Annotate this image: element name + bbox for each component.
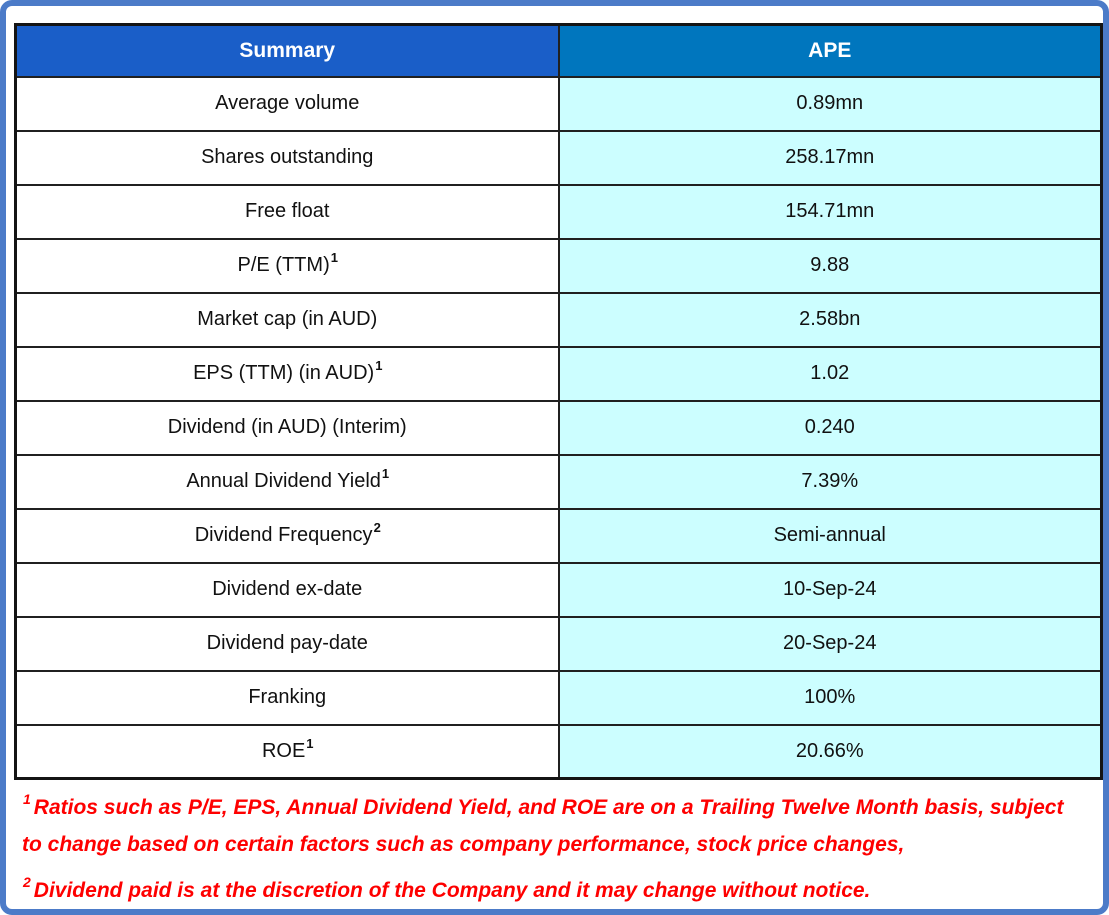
table-row: EPS (TTM) (in AUD)1 1.02 — [14, 345, 1103, 402]
row-value-cell: 1.02 — [557, 345, 1103, 402]
row-label-cell: EPS (TTM) (in AUD)1 — [14, 345, 560, 402]
row-value-cell: 2.58bn — [557, 291, 1103, 348]
row-value-cell: 7.39% — [557, 453, 1103, 510]
table-row: P/E (TTM)1 9.88 — [14, 237, 1103, 294]
footnotes: 1 Ratios such as P/E, EPS, Annual Dividen… — [14, 780, 1099, 904]
footnote-text: Ratios such as P/E, EPS, Annual Dividend… — [22, 796, 1064, 856]
table-row: Shares outstanding 258.17mn — [14, 129, 1103, 186]
row-value-cell: 9.88 — [557, 237, 1103, 294]
footnote: 1 Ratios such as P/E, EPS, Annual Dividen… — [22, 790, 1087, 864]
summary-table-body: Average volume 0.89mn Shares outstanding… — [14, 75, 1103, 780]
table-row: ROE1 20.66% — [14, 723, 1103, 780]
table-row: Dividend pay-date 20-Sep-24 — [14, 615, 1103, 672]
table-row: Dividend ex-date 10-Sep-24 — [14, 561, 1103, 618]
row-label-cell: Market cap (in AUD) — [14, 291, 560, 348]
footnote-text: Dividend paid is at the discretion of th… — [33, 878, 871, 902]
row-label-cell: Dividend ex-date — [14, 561, 560, 618]
row-value-cell: 154.71mn — [557, 183, 1103, 240]
row-value-cell: 100% — [557, 669, 1103, 726]
row-value-cell: 20-Sep-24 — [557, 615, 1103, 672]
header-summary-cell: Summary — [14, 23, 560, 78]
row-label-cell: ROE1 — [14, 723, 560, 780]
footnote: 2 Dividend paid is at the discretion of t… — [22, 873, 1087, 904]
footnote-superscript: 2 — [23, 873, 31, 890]
row-label-cell: Average volume — [14, 75, 560, 132]
table-row: Market cap (in AUD) 2.58bn — [14, 291, 1103, 348]
table-row: Dividend Frequency2 Semi-annual — [14, 507, 1103, 564]
row-label-cell: Dividend pay-date — [14, 615, 560, 672]
row-label-cell: Dividend Frequency2 — [14, 507, 560, 564]
row-value-cell: 0.240 — [557, 399, 1103, 456]
row-label-cell: Annual Dividend Yield1 — [14, 453, 560, 510]
table-row: Free float 154.71mn — [14, 183, 1103, 240]
table-row: Average volume 0.89mn — [14, 75, 1103, 132]
row-value-cell: 20.66% — [557, 723, 1103, 780]
header-row: Summary APE — [14, 23, 1103, 78]
header-ape-cell: APE — [557, 23, 1103, 78]
table-row: Annual Dividend Yield1 7.39% — [14, 453, 1103, 510]
row-value-cell: Semi-annual — [557, 507, 1103, 564]
row-value-cell: 0.89mn — [557, 75, 1103, 132]
footnote-superscript: 1 — [23, 791, 31, 807]
table-row: Franking 100% — [14, 669, 1103, 726]
row-label-cell: Franking — [14, 669, 560, 726]
summary-table: Summary APE Average volume 0.89mn Shares… — [14, 23, 1103, 780]
row-label-cell: Free float — [14, 183, 560, 240]
row-value-cell: 10-Sep-24 — [557, 561, 1103, 618]
row-label-cell: Shares outstanding — [14, 129, 560, 186]
table-row: Dividend (in AUD) (Interim) 0.240 — [14, 399, 1103, 456]
row-value-cell: 258.17mn — [557, 129, 1103, 186]
row-label-cell: Dividend (in AUD) (Interim) — [14, 399, 560, 456]
row-label-cell: P/E (TTM)1 — [14, 237, 560, 294]
